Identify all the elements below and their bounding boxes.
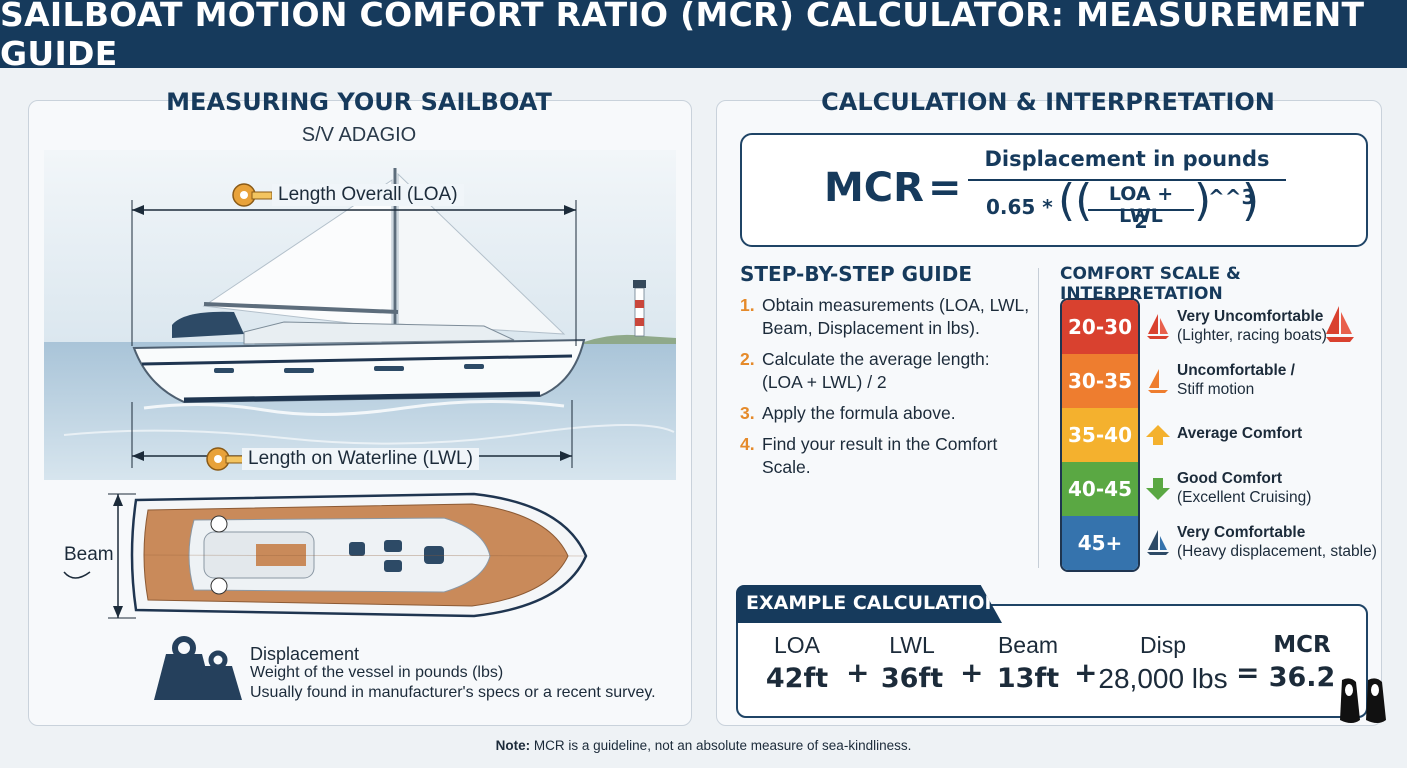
formula-inner-bottom: 2	[1134, 211, 1148, 233]
sailboat-icon	[1326, 306, 1354, 342]
arrow-down-icon	[1146, 478, 1170, 500]
footnote: Note: MCR is a guideline, not an absolut…	[495, 738, 912, 753]
paren-close-outer: )	[1242, 175, 1260, 226]
example-result: MCR 36.2	[1268, 632, 1336, 693]
plus-sign: +	[960, 656, 984, 689]
example-box	[736, 604, 1368, 718]
boat-side-illustration	[44, 150, 676, 480]
flippers-icon	[1340, 678, 1386, 723]
steps-title: STEP-BY-STEP GUIDE	[740, 262, 973, 286]
paren-close: )	[1194, 175, 1212, 226]
formula-box: MCR = Displacement in pounds 0.65 * (( L…	[740, 133, 1368, 247]
boat-name: S/V ADAGIO	[301, 124, 417, 146]
sailboat-icon	[1147, 530, 1169, 555]
plus-sign: +	[846, 656, 870, 689]
formula-numerator: Displacement in pounds	[984, 147, 1270, 171]
scale-title: COMFORT SCALE & INTERPRETATION	[1060, 264, 1241, 304]
page-title: SAILBOAT MOTION COMFORT RATIO (MCR) CALC…	[0, 0, 1365, 73]
example-beam: Beam 13ft	[996, 632, 1060, 694]
step-item: 2. Calculate the average length: (LOA + L…	[740, 349, 990, 392]
displacement-title: Displacement	[250, 644, 360, 664]
scale-band: 30-35	[1062, 354, 1138, 408]
example-lwl: LWL 36ft	[880, 632, 944, 694]
lwl-label: Length on Waterline (LWL)	[242, 448, 479, 470]
formula-den-prefix: 0.65 *	[986, 195, 1053, 219]
calculation-title: CALCULATION & INTERPRETATION	[821, 88, 1275, 116]
displacement-desc-1: Weight of the vessel in pounds (lbs)	[250, 664, 504, 681]
step-item: 1. Obtain measurements (LOA, LWL, Beam, D…	[740, 295, 1030, 338]
sailboat-icon	[1147, 314, 1169, 339]
measuring-title: MEASURING YOUR SAILBOAT	[166, 88, 552, 116]
scale-band: 45+	[1062, 516, 1138, 570]
tape-measure-icon	[206, 447, 247, 471]
comfort-scale: 20-30 30-35 35-40 40-45 45+	[1060, 298, 1140, 572]
step-item: 3. Apply the formula above.	[740, 403, 956, 423]
steps-list: 1. Obtain measurements (LOA, LWL, Beam, D…	[740, 294, 1030, 487]
loa-label: Length Overall (LOA)	[272, 184, 464, 206]
formula-lhs: MCR	[824, 165, 924, 211]
beam-label: Beam	[64, 544, 114, 565]
scale-band: 20-30	[1062, 300, 1138, 354]
fraction-bar	[968, 179, 1286, 181]
formula-exponent: ^^3	[1208, 185, 1256, 209]
formula-equals: =	[928, 165, 962, 211]
paren-open: ((	[1058, 175, 1093, 226]
weight-icon	[154, 636, 242, 700]
inner-fraction-bar	[1088, 209, 1194, 211]
boat-top-view	[63, 492, 588, 619]
sailboat-icon	[1148, 369, 1168, 393]
arrow-up-icon	[1146, 425, 1170, 445]
equals-sign: =	[1236, 656, 1260, 689]
example-tab: EXAMPLE CALCULATION	[736, 585, 1002, 623]
example-loa: LOA 42ft	[765, 632, 829, 694]
step-item: 4. Find your result in the Comfort Scale.	[740, 434, 998, 477]
tape-measure-icon	[232, 183, 273, 207]
divider	[1038, 268, 1039, 568]
scale-band: 35-40	[1062, 408, 1138, 462]
plus-sign: +	[1074, 656, 1098, 689]
header-bar: SAILBOAT MOTION COMFORT RATIO (MCR) CALC…	[0, 0, 1407, 73]
scale-band: 40-45	[1062, 462, 1138, 516]
example-disp: Disp 28,000 lbs	[1098, 632, 1228, 694]
displacement-desc-2: Usually found in manufacturer's specs or…	[250, 684, 656, 701]
